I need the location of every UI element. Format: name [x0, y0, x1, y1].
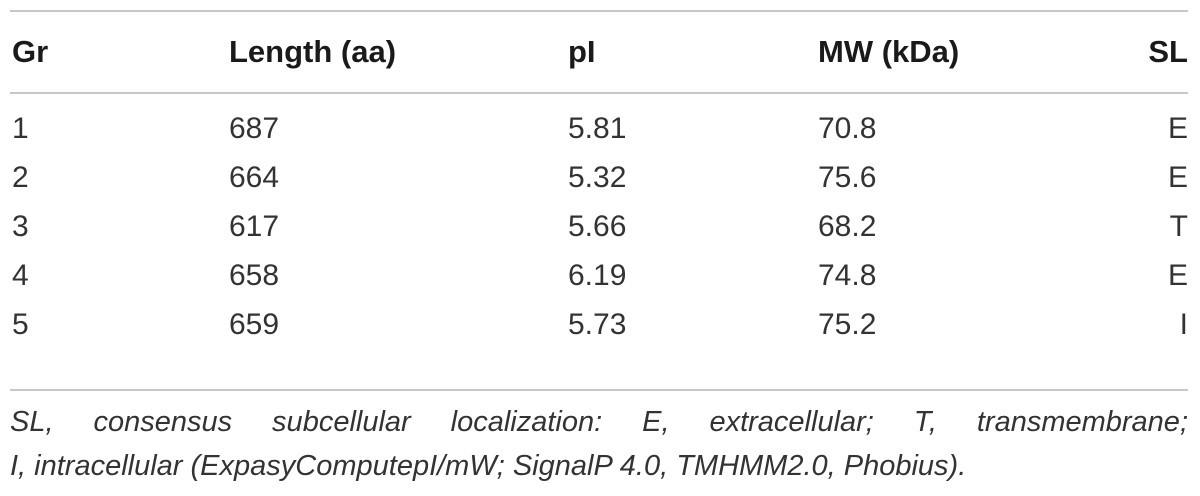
cell-sl: I: [1179, 307, 1188, 341]
cell-mw: 74.8: [818, 258, 877, 292]
cell-gr: 1: [12, 111, 29, 145]
cell-length: 687: [229, 111, 280, 145]
column-header-length: Length (aa): [229, 34, 397, 69]
table-row: 4 658 6.19 74.8 E: [10, 251, 1188, 300]
column-header-mw: MW (kDa): [818, 34, 960, 69]
bottom-rule: [10, 389, 1188, 391]
table-row: 1 687 5.81 70.8 E: [10, 104, 1188, 153]
header-rule: [10, 92, 1188, 94]
cell-gr: 5: [12, 307, 29, 341]
column-header-gr: Gr: [12, 34, 49, 69]
cell-length: 617: [229, 209, 280, 243]
cell-sl: T: [1169, 209, 1188, 243]
table-row: 2 664 5.32 75.6 E: [10, 153, 1188, 202]
cell-length: 658: [229, 258, 280, 292]
footnote-line-1: SL, consensus subcellular localization: …: [10, 406, 1188, 438]
cell-pi: 6.19: [568, 258, 627, 292]
column-header-pi: pI: [568, 34, 596, 69]
cell-gr: 3: [12, 209, 29, 243]
cell-length: 659: [229, 307, 280, 341]
cell-mw: 75.2: [818, 307, 877, 341]
cell-pi: 5.81: [568, 111, 627, 145]
cell-pi: 5.73: [568, 307, 627, 341]
footnote-line-2: I, intracellular (ExpasyComputepI/mW; Si…: [10, 450, 967, 482]
cell-mw: 70.8: [818, 111, 877, 145]
table-footnote: SL, consensus subcellular localization: …: [10, 400, 1188, 488]
cell-pi: 5.32: [568, 160, 627, 194]
top-rule: [10, 10, 1188, 12]
cell-gr: 2: [12, 160, 29, 194]
cell-gr: 4: [12, 258, 29, 292]
cell-sl: E: [1167, 111, 1188, 145]
header-row: Gr Length (aa) pI MW (kDa) SL: [10, 12, 1188, 92]
cell-mw: 75.6: [818, 160, 877, 194]
table-row: 3 617 5.66 68.2 T: [10, 202, 1188, 251]
cell-sl: E: [1167, 258, 1188, 292]
cell-sl: E: [1167, 160, 1188, 194]
data-table: Gr Length (aa) pI MW (kDa) SL 1 687 5.81…: [10, 12, 1188, 349]
column-header-sl: SL: [1148, 34, 1188, 69]
cell-pi: 5.66: [568, 209, 627, 243]
cell-mw: 68.2: [818, 209, 877, 243]
cell-length: 664: [229, 160, 280, 194]
table-row: 5 659 5.73 75.2 I: [10, 300, 1188, 349]
